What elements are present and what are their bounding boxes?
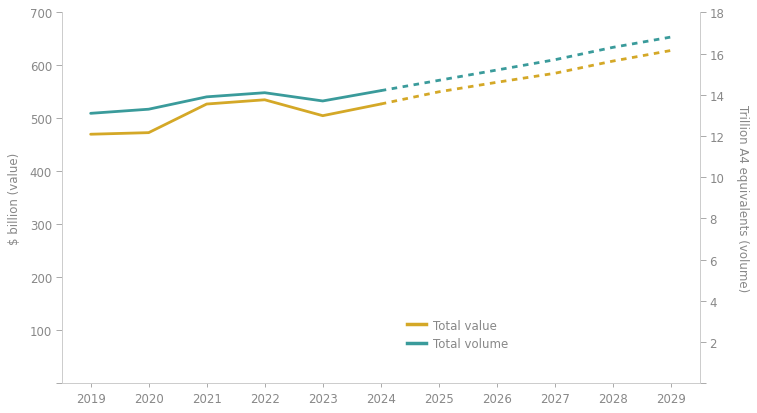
Y-axis label: Trillion A4 equivalents (volume): Trillion A4 equivalents (volume) (736, 105, 749, 292)
Y-axis label: $ billion (value): $ billion (value) (8, 152, 21, 244)
Legend: Total value, Total volume: Total value, Total volume (402, 314, 512, 355)
